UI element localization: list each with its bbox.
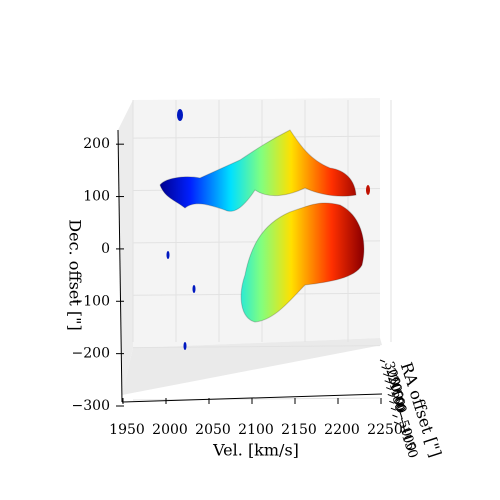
z-tick [381, 366, 387, 370]
isosurface [177, 109, 183, 121]
grid-line [132, 397, 381, 401]
z-tick-label: 200 [384, 373, 406, 401]
z-tick-label: 150 [386, 380, 408, 408]
z-tick-label: 100 [387, 387, 409, 415]
z-tick [392, 414, 398, 418]
z-tick-label: 300 [381, 360, 403, 388]
grid-line [132, 135, 381, 139]
z-tick [389, 400, 395, 404]
isosurface [183, 342, 187, 350]
x-tick-label: 1950 [109, 422, 145, 438]
isosurface [166, 251, 170, 259]
isosurface [240, 202, 365, 323]
y-tick-label: −200 [72, 346, 110, 362]
z-tick [386, 387, 392, 391]
x-tick-label: 2100 [238, 422, 274, 438]
x-tick-label: 2000 [152, 422, 188, 438]
z-tick-label: 250 [382, 367, 404, 395]
z-tick [393, 421, 400, 425]
y-axis [117, 129, 123, 403]
y-tick-label: 0 [101, 241, 110, 257]
floor-pane [122, 338, 382, 395]
z-tick [390, 407, 397, 411]
left-pane [118, 100, 133, 395]
isosurface [192, 285, 196, 293]
back-pane [133, 98, 380, 348]
isosurface [159, 129, 357, 212]
z-tick [379, 359, 386, 363]
y-tick-label: 200 [83, 136, 110, 152]
y-axis-label: Dec. offset ["] [66, 219, 85, 330]
z-tick-label: 50 [389, 394, 408, 414]
z-tick [382, 373, 389, 377]
x-tick-label: 2200 [324, 422, 360, 438]
x-axis-label: Vel. [km/s] [212, 441, 299, 460]
x-tick-label: 2150 [281, 422, 317, 438]
x-tick-label: 2050 [195, 422, 231, 438]
z-tick [387, 393, 393, 397]
grid-line [132, 345, 381, 349]
x-tick-label: 2250 [367, 422, 403, 438]
isosurface [366, 185, 370, 195]
y-tick-label: −300 [72, 398, 110, 414]
y-tick-label: −100 [72, 293, 110, 309]
y-tick-label: 100 [83, 189, 110, 205]
z-tick [384, 380, 390, 384]
